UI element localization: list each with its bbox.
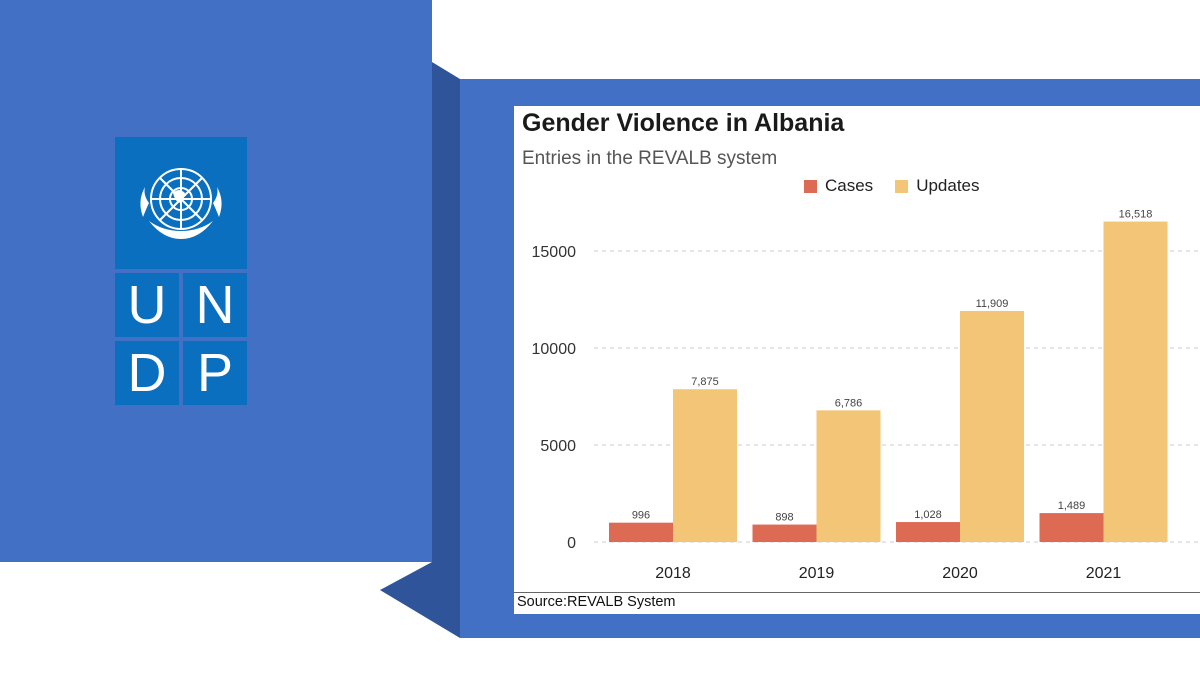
x-tick-label: 2020 (942, 565, 978, 582)
logo-letter-n: N (195, 275, 235, 335)
y-tick-label: 5000 (540, 438, 576, 455)
y-tick-label: 10000 (532, 341, 577, 358)
legend-swatch-updates (895, 179, 909, 193)
logo-block-p (183, 341, 247, 405)
legend-item-cases: Cases (804, 176, 873, 196)
bar-updates (1103, 221, 1168, 543)
logo-letter-u: U (127, 275, 167, 335)
un-emblem-icon (140, 168, 222, 239)
legend-label-cases: Cases (825, 176, 874, 195)
logo-letter-d: D (127, 343, 167, 403)
chart-legend: Cases Updates (804, 176, 1002, 196)
data-label: 898 (775, 512, 793, 524)
bar-chart: 0 5000 10000 15000 996 7,875 2018 898 6,786 2019 1… (532, 209, 1200, 582)
bar-updates (960, 310, 1024, 542)
chart-title: Gender Violence in Albania (522, 109, 845, 137)
undp-logo: U N D P (115, 137, 247, 405)
chart-card: Gender Violence in Albania Entries in th… (514, 106, 1200, 614)
left-panel: U N D P (0, 0, 432, 562)
bar-cases (609, 522, 673, 542)
x-tick-label: 2021 (1086, 565, 1122, 582)
logo-letter-p: P (196, 343, 234, 403)
data-label: 16,518 (1119, 209, 1153, 221)
chart-subtitle: Entries in the REVALB system (522, 148, 778, 169)
data-label: 1,489 (1058, 500, 1086, 512)
x-tick-label: 2018 (655, 565, 691, 582)
data-label: 7,875 (691, 376, 719, 388)
logo-block-d (115, 341, 179, 405)
bar-cases (896, 522, 960, 542)
bar-cases (752, 524, 817, 542)
y-tick-label: 0 (567, 535, 576, 552)
data-label: 996 (632, 510, 650, 522)
bar-cases (1039, 513, 1104, 542)
data-label: 11,909 (976, 298, 1009, 310)
logo-block-u (115, 273, 179, 337)
bar-updates (816, 410, 881, 542)
data-label: 1,028 (914, 509, 942, 521)
logo-block-n (183, 273, 247, 337)
y-tick-label: 15000 (532, 244, 577, 261)
bar-updates (673, 389, 737, 542)
data-label: 6,786 (835, 397, 863, 409)
legend-label-updates: Updates (916, 176, 980, 195)
x-tick-label: 2019 (799, 565, 835, 582)
legend-swatch-cases (804, 179, 817, 193)
chart-source: Source:REVALB System (514, 592, 1200, 611)
legend-item-updates: Updates (895, 176, 980, 196)
